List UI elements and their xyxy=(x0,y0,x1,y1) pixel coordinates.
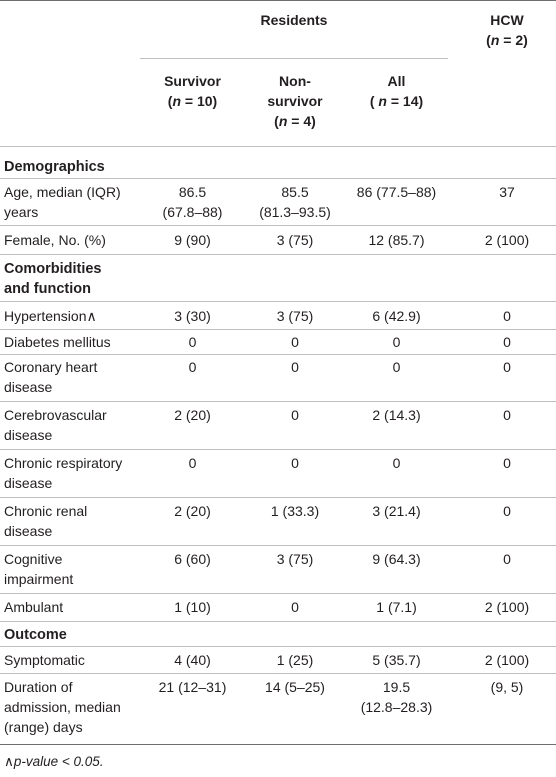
cell-symptomatic-nonsurvivor: 1 (25) xyxy=(276,652,314,668)
footnote: ∧p-value < 0.05. xyxy=(4,754,104,769)
cell-cerebrovascular-hcw: 0 xyxy=(503,407,511,423)
row-label-hypertension: Hypertension∧ xyxy=(4,308,97,324)
row-label-cognitive: Cognitive impairment xyxy=(4,551,74,587)
cell-age-survivor: 86.5 (67.8–88) xyxy=(162,184,223,220)
cell-ambulant-survivor: 1 (10) xyxy=(174,599,211,615)
cell-coronary-all: 0 xyxy=(392,359,401,375)
cell-duration-hcw: (9, 5) xyxy=(490,679,524,695)
cell-female-all: 12 (85.7) xyxy=(368,232,425,248)
table-top-rule xyxy=(0,0,556,1)
cell-cerebrovascular-all: 2 (14.3) xyxy=(372,407,421,423)
cell-renal-all: 3 (21.4) xyxy=(372,503,421,519)
row-divider xyxy=(0,593,556,594)
table-bottom-rule xyxy=(0,744,556,745)
cell-diabetes-nonsurvivor: 0 xyxy=(291,334,299,350)
cell-diabetes-survivor: 0 xyxy=(188,334,197,350)
cell-renal-hcw: 0 xyxy=(503,503,511,519)
row-label-female: Female, No. (%) xyxy=(4,232,106,248)
cell-cognitive-all: 9 (64.3) xyxy=(372,551,421,567)
cell-cognitive-nonsurvivor: 3 (75) xyxy=(276,551,314,567)
row-divider xyxy=(0,401,556,402)
cell-coronary-hcw: 0 xyxy=(503,359,511,375)
cell-age-nonsurvivor: 85.5 (81.3–93.5) xyxy=(259,184,331,220)
nonsurvivor-header: Non- survivor (n = 4) xyxy=(267,73,323,129)
cell-ambulant-hcw: 2 (100) xyxy=(484,599,530,615)
cell-age-all: 86 (77.5–88) xyxy=(356,184,437,200)
cell-duration-all: 19.5 (12.8–28.3) xyxy=(360,679,433,715)
cell-duration-nonsurvivor: 14 (5–25) xyxy=(265,679,325,695)
cell-diabetes-hcw: 0 xyxy=(503,334,511,350)
header-bottom-rule xyxy=(0,146,556,147)
cell-renal-nonsurvivor: 1 (33.3) xyxy=(270,503,320,519)
row-divider xyxy=(0,354,556,355)
row-label-age: Age, median (IQR) years xyxy=(4,184,121,220)
section-demographics: Demographics xyxy=(4,159,105,175)
cell-coronary-survivor: 0 xyxy=(188,359,197,375)
row-label-renal: Chronic renal disease xyxy=(4,503,88,539)
cell-hypertension-survivor: 3 (30) xyxy=(174,308,211,324)
row-divider xyxy=(0,545,556,546)
cell-hypertension-nonsurvivor: 3 (75) xyxy=(276,308,314,324)
row-divider xyxy=(0,621,556,622)
cell-age-hcw: 37 xyxy=(499,184,515,200)
cell-renal-survivor: 2 (20) xyxy=(174,503,211,519)
section-outcome: Outcome xyxy=(4,627,67,643)
cell-respiratory-hcw: 0 xyxy=(503,455,511,471)
cell-cerebrovascular-nonsurvivor: 0 xyxy=(291,407,299,423)
cell-cognitive-hcw: 0 xyxy=(503,551,511,567)
row-divider xyxy=(0,673,556,674)
row-divider xyxy=(0,646,556,647)
cell-hypertension-hcw: 0 xyxy=(503,308,511,324)
cell-hypertension-all: 6 (42.9) xyxy=(372,308,421,324)
cell-cognitive-survivor: 6 (60) xyxy=(174,551,211,567)
row-label-cerebrovascular: Cerebrovascular disease xyxy=(4,407,107,443)
row-label-duration: Duration of admission, median (range) days xyxy=(4,679,121,735)
row-label-coronary: Coronary heart disease xyxy=(4,359,98,395)
all-header: All ( n = 14) xyxy=(369,73,424,109)
cell-symptomatic-survivor: 4 (40) xyxy=(174,652,211,668)
cell-ambulant-all: 1 (7.1) xyxy=(376,599,417,615)
row-label-respiratory: Chronic respiratory disease xyxy=(4,455,123,491)
row-divider xyxy=(0,301,556,302)
row-label-symptomatic: Symptomatic xyxy=(4,652,85,668)
row-divider xyxy=(0,497,556,498)
hcw-header: HCW (n = 2) xyxy=(486,12,528,48)
row-label-ambulant: Ambulant xyxy=(4,599,64,615)
cell-duration-survivor: 21 (12–31) xyxy=(158,679,227,695)
cell-ambulant-nonsurvivor: 0 xyxy=(291,599,299,615)
section-comorbidities: Comorbidities and function xyxy=(4,261,102,297)
cell-respiratory-survivor: 0 xyxy=(188,455,197,471)
cell-coronary-nonsurvivor: 0 xyxy=(291,359,299,375)
residents-header-rule xyxy=(140,58,448,59)
row-divider xyxy=(0,329,556,330)
cell-female-hcw: 2 (100) xyxy=(484,232,530,248)
cell-symptomatic-hcw: 2 (100) xyxy=(484,652,530,668)
cell-respiratory-nonsurvivor: 0 xyxy=(291,455,299,471)
row-divider xyxy=(0,449,556,450)
cell-female-survivor: 9 (90) xyxy=(174,232,211,248)
residents-header: Residents xyxy=(260,12,328,28)
row-label-diabetes: Diabetes mellitus xyxy=(4,334,111,350)
cell-symptomatic-all: 5 (35.7) xyxy=(372,652,421,668)
cell-respiratory-all: 0 xyxy=(392,455,401,471)
row-divider xyxy=(0,254,556,255)
row-divider xyxy=(0,225,556,226)
cell-female-nonsurvivor: 3 (75) xyxy=(276,232,314,248)
cell-cerebrovascular-survivor: 2 (20) xyxy=(174,407,211,423)
cell-diabetes-all: 0 xyxy=(392,334,401,350)
survivor-header: Survivor (n = 10) xyxy=(164,73,221,109)
row-divider xyxy=(0,178,556,179)
